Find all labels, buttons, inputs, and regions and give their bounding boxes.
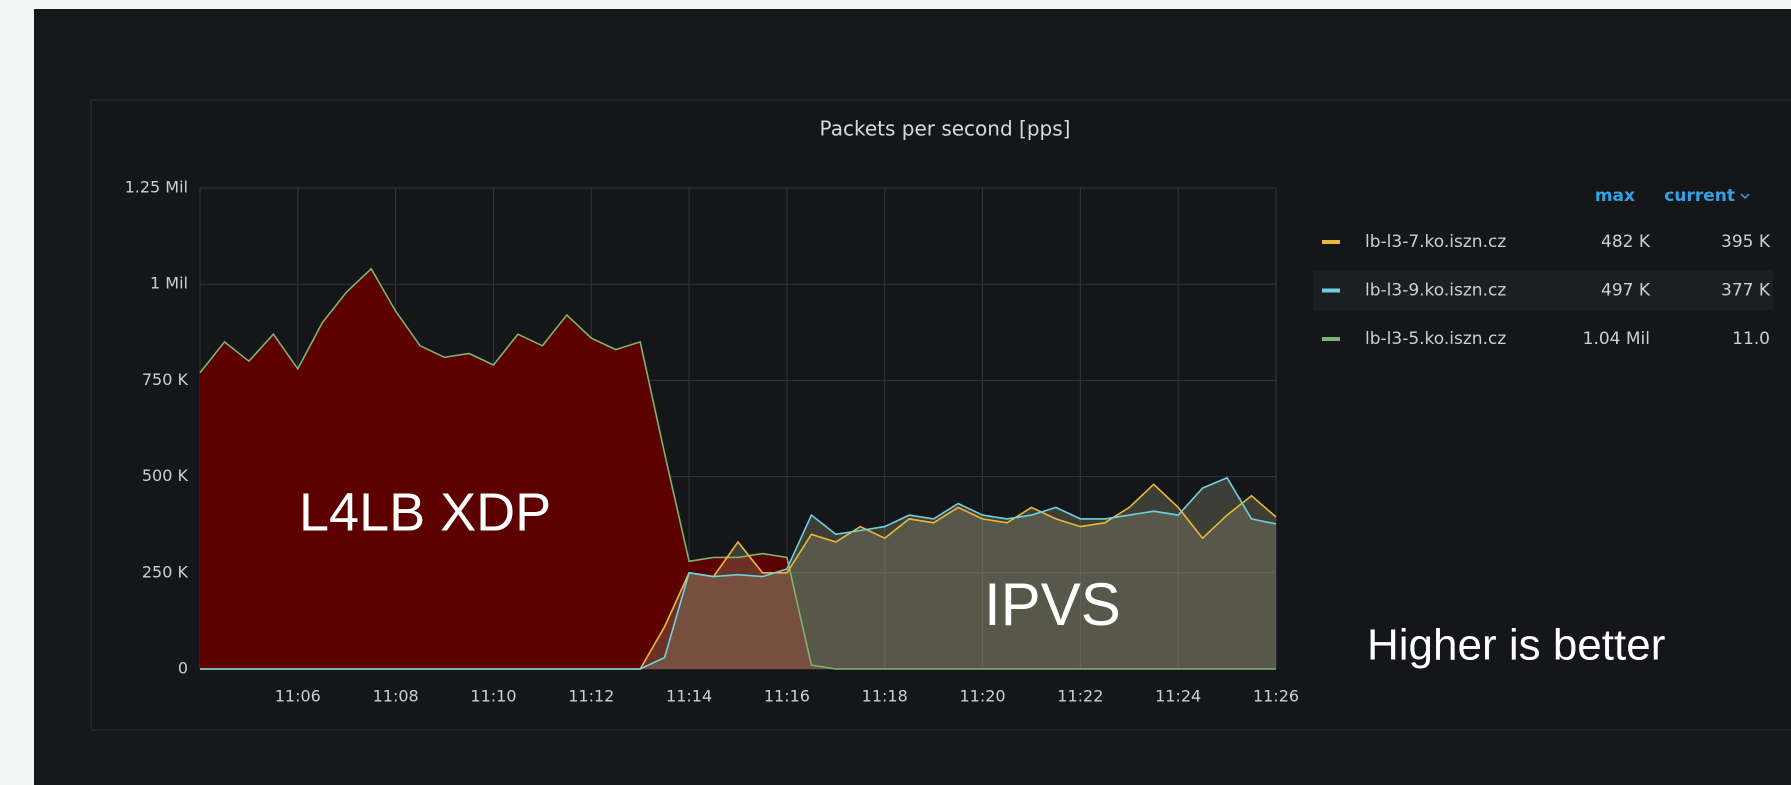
x-tick-label: 11:18	[862, 687, 908, 706]
legend-name: lb-l3-7.ko.iszn.cz	[1365, 232, 1506, 252]
legend-max: 497 K	[1601, 281, 1651, 301]
annotation: Higher is better	[1367, 621, 1665, 670]
series-area	[200, 477, 1276, 669]
x-tick-label: 11:24	[1155, 687, 1201, 706]
x-tick-label: 11:20	[959, 687, 1005, 706]
x-tick-label: 11:26	[1253, 687, 1299, 706]
legend-name: lb-l3-9.ko.iszn.cz	[1365, 281, 1506, 301]
y-tick-label: 500 K	[142, 466, 189, 485]
legend-name: lb-l3-5.ko.iszn.cz	[1365, 329, 1506, 349]
panel-title: Packets per second [pps]	[820, 117, 1071, 141]
series-line	[200, 476, 1277, 670]
legend-header: max	[1595, 186, 1635, 206]
x-tick-label: 11:22	[1057, 687, 1103, 706]
legend-header: current	[1664, 186, 1735, 206]
x-tick-label: 11:12	[568, 687, 614, 706]
x-tick-label: 11:06	[275, 687, 321, 706]
legend-current: 377 K	[1721, 281, 1771, 301]
y-tick-label: 1 Mil	[150, 274, 188, 293]
y-tick-label: 0	[178, 659, 188, 678]
x-tick-label: 11:10	[470, 687, 516, 706]
legend-hover-row	[1313, 270, 1773, 310]
legend-max: 482 K	[1601, 232, 1651, 252]
x-tick-label: 11:08	[373, 687, 419, 706]
legend-swatch	[1322, 337, 1340, 341]
annotation: IPVS	[984, 571, 1121, 638]
x-tick-label: 11:16	[764, 687, 810, 706]
series-area	[200, 268, 1276, 669]
annotation: L4LB XDP	[299, 482, 551, 542]
legend-max: 1.04 Mil	[1583, 329, 1650, 349]
series-line	[199, 267, 1276, 670]
y-tick-label: 1.25 Mil	[125, 178, 188, 197]
legend-swatch	[1322, 240, 1340, 244]
series-area	[200, 484, 1276, 669]
legend-current: 395 K	[1721, 232, 1771, 252]
legend-swatch	[1322, 288, 1340, 293]
legend-current: 11.0	[1732, 329, 1770, 349]
y-tick-label: 250 K	[142, 562, 189, 581]
y-tick-label: 750 K	[142, 370, 189, 389]
sort-chevron	[1740, 193, 1750, 200]
x-tick-label: 11:14	[666, 687, 712, 706]
